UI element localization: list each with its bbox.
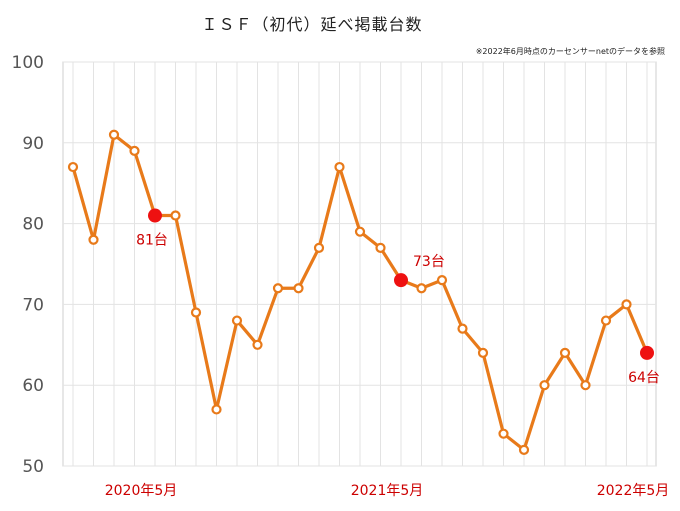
data-point <box>457 323 468 334</box>
data-point <box>375 242 386 253</box>
data-point <box>518 444 530 455</box>
data-points <box>67 129 654 455</box>
y-tick-label: 60 <box>22 376 44 396</box>
data-point <box>580 380 591 391</box>
data-point <box>211 404 222 415</box>
data-label: 64台 <box>628 370 660 386</box>
data-point <box>600 315 612 326</box>
data-point <box>293 283 304 294</box>
data-point <box>313 242 325 253</box>
data-point <box>170 210 181 221</box>
data-point <box>88 234 99 245</box>
y-tick-label: 70 <box>22 295 44 315</box>
data-point <box>621 299 632 310</box>
data-point <box>129 145 140 156</box>
data-point <box>498 428 509 439</box>
data-point <box>416 283 427 294</box>
data-point <box>477 347 489 358</box>
data-labels: 81台 73台 64台 <box>136 233 660 386</box>
x-tick-label: 2021年5月 <box>351 483 424 499</box>
data-point <box>190 307 202 318</box>
y-tick-label: 90 <box>22 134 44 154</box>
x-axis: 2020年5月 2021年5月 2022年5月 <box>105 483 670 499</box>
data-label: 73台 <box>413 254 445 270</box>
grid <box>62 61 657 467</box>
data-point <box>252 339 263 350</box>
data-label: 81台 <box>136 233 168 249</box>
data-point <box>354 226 366 237</box>
highlight-point <box>394 273 408 288</box>
data-point <box>559 347 571 358</box>
highlight-point <box>148 208 162 223</box>
data-point <box>67 161 79 173</box>
chart-title: ＩＳＦ（初代）延べ掲載台数 <box>201 15 422 34</box>
x-tick-label: 2020年5月 <box>105 483 178 499</box>
x-tick-label: 2022年5月 <box>597 483 670 499</box>
y-tick-label: 80 <box>22 215 44 235</box>
data-point <box>539 380 550 391</box>
data-point <box>334 161 345 173</box>
y-tick-label: 100 <box>12 53 44 73</box>
data-point <box>108 129 120 140</box>
y-axis: 100 90 80 70 60 50 <box>12 53 44 477</box>
data-point <box>272 283 284 294</box>
data-point <box>231 315 243 326</box>
chart-note: ※2022年6月時点のカーセンサーnetのデータを参照 <box>476 46 665 56</box>
y-tick-label: 50 <box>22 457 44 477</box>
data-point <box>436 275 448 286</box>
highlight-point <box>640 345 654 360</box>
